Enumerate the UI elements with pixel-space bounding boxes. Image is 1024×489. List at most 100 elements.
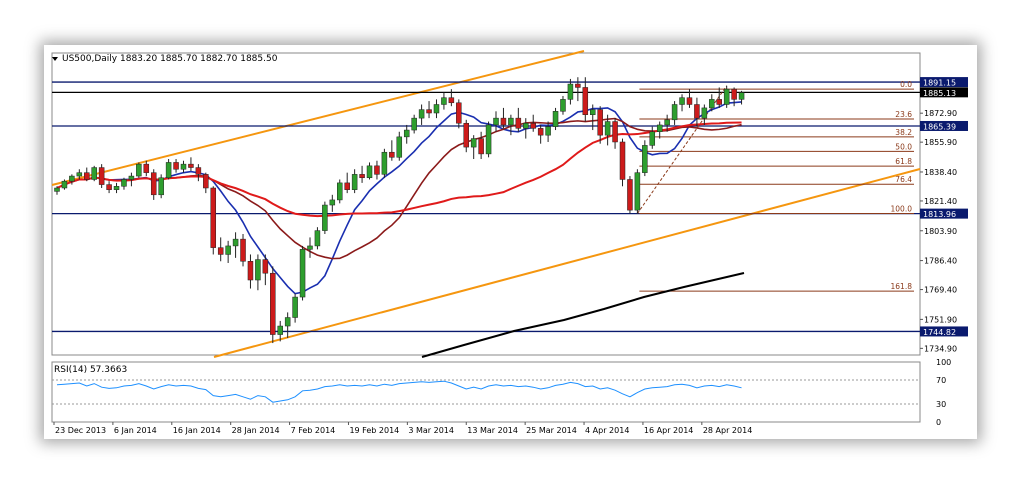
candle-body (545, 126, 551, 136)
candle-body (530, 122, 536, 129)
candle-body (441, 97, 447, 105)
candle-body (359, 174, 365, 179)
candle-body (76, 172, 83, 177)
rsi-title: RSI(14) 57.3663 (54, 365, 127, 375)
candle-body (240, 238, 246, 262)
candle-body (188, 163, 194, 168)
candle-body (203, 174, 209, 189)
candle-body (627, 179, 633, 211)
fib-level-label: 23.6 (895, 110, 912, 119)
candle-body (448, 97, 455, 104)
candle-body (91, 167, 97, 180)
candle-body (642, 145, 648, 173)
candle-body (210, 187, 217, 248)
candle-body (69, 175, 75, 182)
channel-upper-line (51, 50, 585, 186)
candle-body (217, 247, 224, 255)
candle-body (679, 97, 685, 105)
x-tick-label: 25 Mar 2014 (526, 426, 577, 435)
candle-body (262, 259, 269, 274)
x-tick-label: 4 Apr 2014 (585, 426, 629, 435)
candle-body (136, 163, 142, 177)
candle-body (165, 162, 172, 179)
y-tick-label: 1786.40 (924, 257, 957, 266)
y-tick-label: 1855.90 (924, 138, 957, 147)
candle-body (247, 261, 254, 281)
candle-body (701, 107, 708, 119)
y-tick-label: 1821.40 (924, 197, 957, 206)
sr-price-tag (920, 120, 968, 131)
candle-body (515, 117, 522, 129)
candle-body (374, 165, 380, 175)
candle-body (709, 99, 715, 109)
candle-body (552, 111, 559, 127)
x-tick-label: 28 Jan 2014 (232, 426, 280, 435)
candle-body (54, 187, 60, 192)
candle-body (143, 163, 150, 173)
sr-price-tag (920, 77, 968, 88)
candle-body (604, 121, 611, 136)
candle-body (284, 317, 291, 327)
candle-body (158, 177, 164, 196)
fib-level-label: 161.8 (891, 282, 913, 291)
candle-body (478, 138, 484, 155)
candle-body (389, 151, 395, 158)
candle-body (694, 104, 700, 119)
candle-body (121, 179, 127, 187)
candle-body (396, 136, 403, 158)
rsi-line (56, 380, 742, 403)
chart-ohlc: 1883.20 1885.70 1882.70 1885.50 (120, 54, 278, 64)
candle-body (664, 119, 670, 126)
candle-body (523, 122, 529, 129)
candle-body (344, 182, 350, 190)
candle-body (84, 172, 90, 180)
chart-menu-arrow-icon[interactable] (52, 57, 58, 61)
rsi-tick-label: 70 (936, 376, 946, 385)
x-tick-label: 28 Apr 2014 (703, 426, 752, 435)
rsi-tick-label: 30 (936, 400, 946, 409)
candle-body (128, 175, 135, 180)
x-tick-label: 7 Feb 2014 (291, 426, 336, 435)
candle-body (150, 172, 157, 196)
candle-body (61, 180, 68, 189)
chart-window: 1891.15 1885.13 1865.39 1813.96 1744.82 0.0 2… (44, 45, 977, 439)
candle-body (232, 238, 239, 247)
sr-price-label: 1885.13 (923, 89, 956, 98)
candle-body (656, 124, 663, 133)
candle-body (411, 117, 417, 131)
candle-body (292, 296, 298, 318)
candle-body (671, 104, 678, 121)
sr-price-tag (920, 326, 968, 337)
candle-body (337, 182, 343, 201)
x-tick-label: 6 Jan 2014 (114, 426, 157, 435)
candle-body (322, 204, 328, 231)
sr-price-tag (920, 87, 968, 98)
candle-body (426, 109, 432, 114)
candle-body (418, 109, 425, 119)
x-tick-label: 13 Mar 2014 (467, 426, 518, 435)
price-pane (51, 52, 921, 356)
rsi-tick-label: 100 (936, 358, 951, 367)
candle-body (649, 131, 656, 146)
candle-body (597, 109, 603, 136)
x-tick-label: 16 Apr 2014 (644, 426, 693, 435)
fib-level-label: 100.0 (891, 205, 913, 214)
fib-anchor-line (636, 85, 728, 214)
fib-level-label: 76.4 (895, 175, 912, 184)
candle-body (255, 259, 261, 281)
candle-body (470, 138, 477, 148)
fib-level-label: 0.0 (900, 80, 912, 89)
candle-body (456, 102, 462, 124)
candle-body (716, 99, 722, 105)
y-tick-label: 1751.90 (924, 315, 957, 324)
candle-body (582, 87, 589, 115)
candle-body (738, 92, 745, 100)
candle-body (195, 167, 202, 175)
candle-body (98, 167, 105, 185)
y-tick-label: 1872.90 (924, 109, 957, 118)
candle-body (351, 174, 358, 190)
x-tick-label: 16 Jan 2014 (173, 426, 221, 435)
sr-price-label: 1865.39 (923, 122, 956, 131)
candle-body (106, 184, 112, 190)
